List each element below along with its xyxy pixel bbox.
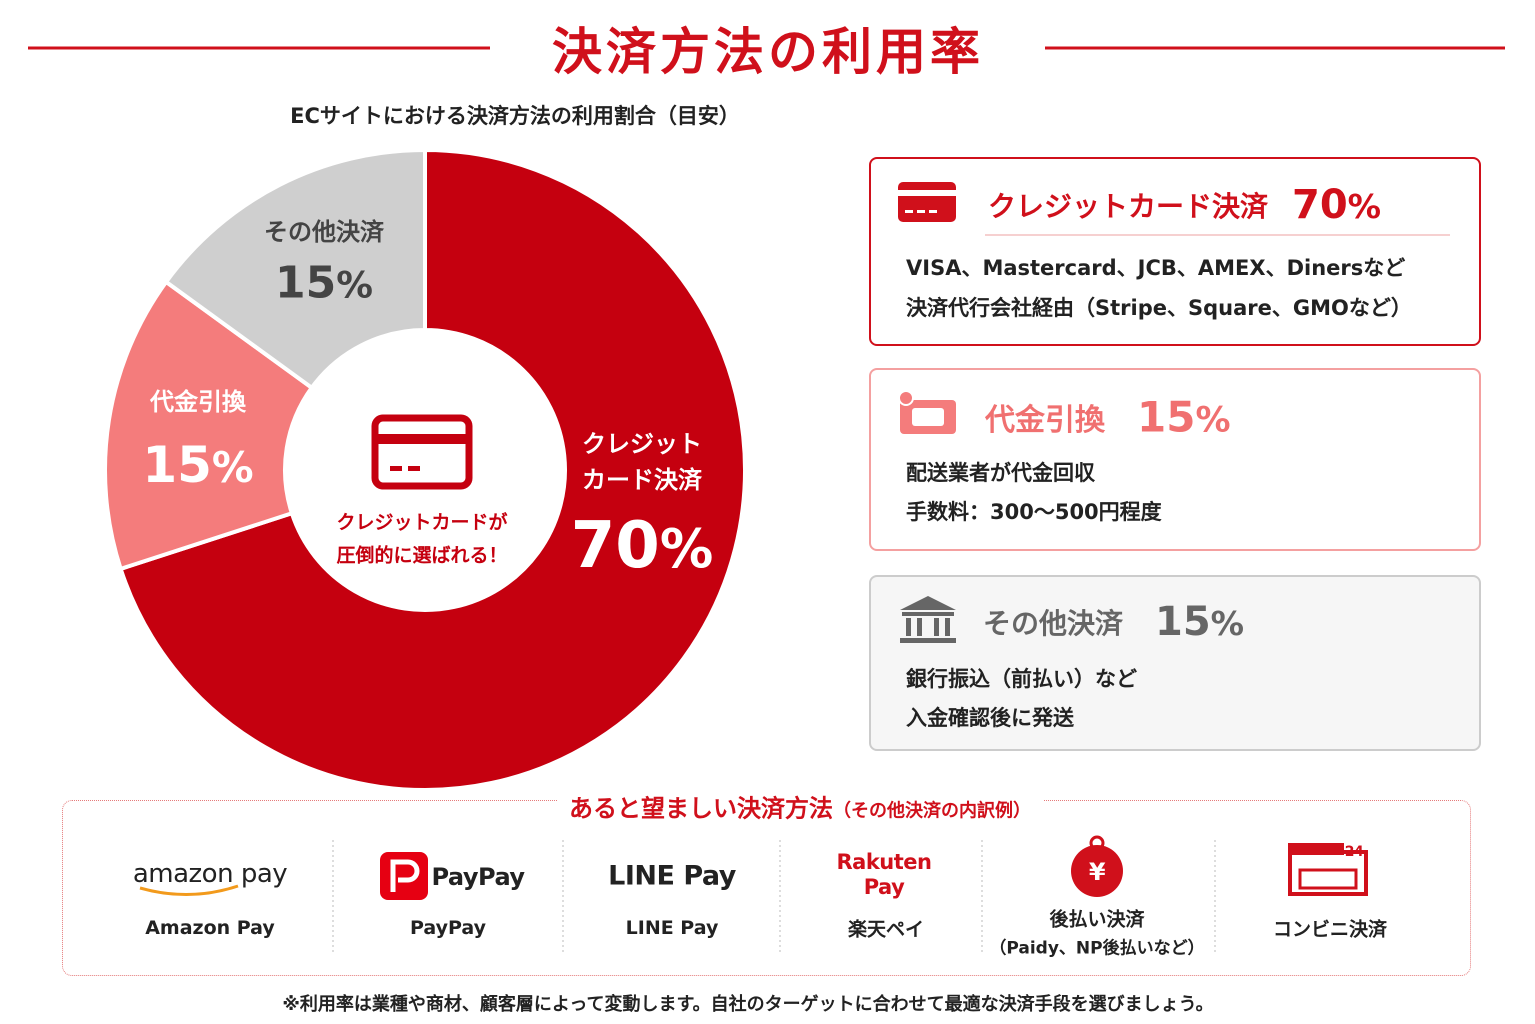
item-label: 後払い決済 (1049, 908, 1145, 931)
page-title: 決済方法の利用率 (552, 23, 984, 81)
store-icon (1298, 868, 1358, 890)
purse-icon (1071, 845, 1123, 897)
card-value: 15% (1155, 599, 1245, 645)
card-detail: VISA、Mastercard、JCB、AMEX、Dinersなど (906, 256, 1406, 280)
donut-segment (118, 147, 747, 792)
segment-value: 15% (275, 257, 373, 309)
paypay-icon (380, 852, 428, 900)
logo-text: Pay (863, 875, 905, 899)
card (869, 575, 1481, 751)
cod-icon (898, 390, 956, 434)
logo-text: Rakuten (836, 850, 933, 874)
item-label: コンビニ決済 (1272, 918, 1388, 941)
logo-text: LINE Pay (608, 860, 736, 892)
store-icon (1288, 843, 1344, 855)
logo-text: PayPay (431, 863, 525, 891)
card-title: その他決済 (983, 607, 1124, 640)
card-detail: 決済代行会社経由（Stripe、Square、GMOなど） (906, 296, 1412, 320)
logo-text: 24 (1344, 844, 1364, 860)
item-label: Amazon Pay (145, 917, 275, 939)
alternatives-heading: あると望ましい決済方法（その他決済の内訳例） (557, 788, 1043, 824)
annotation: 圧倒的に選ばれる！ (336, 544, 508, 567)
footnote: ※利用率は業種や商材、顧客層によって変動します。自社のターゲットに合わせて最適な… (282, 994, 1214, 1015)
segment-value: 15% (142, 436, 254, 494)
card-detail: 銀行振込（前払い）など (906, 667, 1137, 691)
item-label: （Paidy、NP後払いなど） (989, 938, 1205, 959)
logo-text: ¥ (1088, 858, 1106, 886)
card (869, 368, 1481, 551)
card-detail: 手数料：300〜500円程度 (906, 500, 1162, 524)
annotation: クレジットカードが (336, 511, 508, 534)
card-title: 代金引換 (985, 403, 1105, 438)
logo-text: amazon pay (132, 859, 288, 889)
segment-label: 代金引換 (150, 388, 246, 416)
purse-icon (1089, 835, 1105, 851)
card-title: クレジットカード決済 (988, 190, 1269, 223)
credit-icon (898, 182, 956, 222)
alternatives-title: あると望ましい決済方法 (569, 794, 833, 823)
chart-title: ECサイトにおける決済方法の利用割合（目安） (290, 104, 740, 128)
item-label: 楽天ペイ (847, 918, 925, 941)
donut-segment (163, 147, 427, 391)
card-icon (371, 414, 473, 490)
card-value: 70% (1292, 182, 1382, 228)
card (869, 157, 1481, 346)
amazon-smile (139, 884, 239, 897)
item-label: PayPay (409, 917, 487, 939)
segment-label: クレジットカード決済 (582, 430, 702, 494)
alternatives-subtitle: （その他決済の内訳例） (833, 800, 1031, 822)
segment-value: 70% (570, 509, 714, 583)
bank-icon (900, 596, 956, 643)
paypay-icon (390, 859, 420, 892)
card-detail: 入金確認後に発送 (906, 706, 1074, 730)
card-detail: 配送業者が代金回収 (906, 461, 1095, 485)
item-label: LINE Pay (625, 917, 719, 939)
segment-label: その他決済 (264, 218, 384, 246)
donut-segment (103, 279, 315, 572)
card-value: 15% (1137, 392, 1231, 442)
